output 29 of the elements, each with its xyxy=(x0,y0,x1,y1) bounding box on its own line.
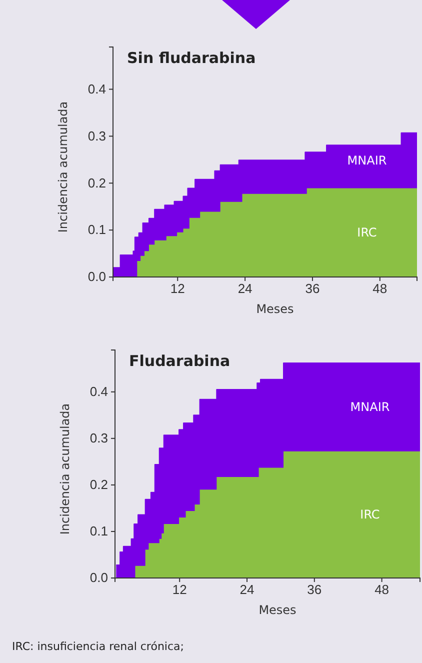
x-tick-label: 48 xyxy=(372,281,388,296)
y-tick-label: 0.1 xyxy=(88,222,106,238)
series-label: IRC xyxy=(357,226,377,240)
y-tick-label: 0.4 xyxy=(90,384,108,400)
chart-title: Sin fludarabina xyxy=(127,49,256,67)
chart-title: Fludarabina xyxy=(129,352,230,370)
x-tick-label: 12 xyxy=(170,281,185,296)
y-tick-label: 0.2 xyxy=(90,477,108,492)
y-axis-title: Incidencia acumulada xyxy=(56,101,70,233)
x-tick-label: 12 xyxy=(172,582,187,598)
series-label: MNAIR xyxy=(350,400,390,414)
y-tick-label: 0.2 xyxy=(88,175,106,190)
x-axis-title: Meses xyxy=(258,603,296,617)
y-tick-label: 0.1 xyxy=(90,524,108,539)
x-tick-label: 24 xyxy=(238,281,252,296)
x-axis-title: Meses xyxy=(256,302,294,316)
x-tick-label: 48 xyxy=(374,582,390,598)
series-label: IRC xyxy=(360,508,380,522)
y-tick-label: 0.3 xyxy=(90,430,108,446)
y-tick-label: 0.3 xyxy=(88,128,106,144)
text: IRC: insuficiencia renal crónica; xyxy=(12,640,184,653)
y-tick-label: 0.4 xyxy=(88,81,106,96)
y-tick-label: 0.0 xyxy=(88,269,106,284)
y-tick-label: 0.0 xyxy=(90,570,108,586)
x-tick-label: 24 xyxy=(240,582,254,598)
x-tick-label: 36 xyxy=(307,582,322,598)
x-tick-label: 36 xyxy=(305,281,320,296)
series-label: MNAIR xyxy=(347,154,387,168)
y-axis-title: Incidencia acumulada xyxy=(58,403,72,535)
